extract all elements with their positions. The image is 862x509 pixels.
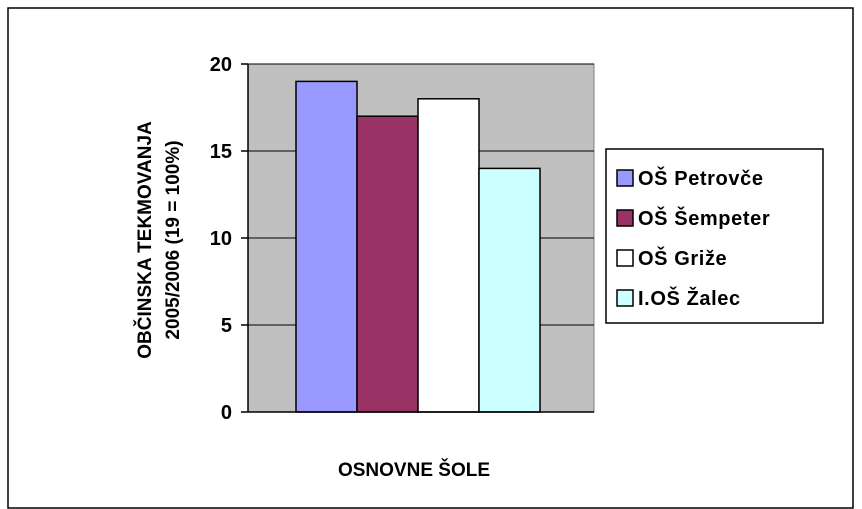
- bar-4: [478, 167, 541, 413]
- legend-swatch-3: [616, 249, 634, 267]
- y-tick-labels: 0 5 10 15 20: [210, 54, 232, 424]
- y-tick-label: 10: [210, 228, 232, 250]
- y-tick-label: 20: [210, 54, 232, 76]
- legend: OŠ Petrovče OŠ Šempeter OŠ Griže I.OŠ Žalec: [605, 148, 824, 324]
- y-axis-title-line1: OBČINSKA TEKMOVANJA: [134, 121, 156, 359]
- legend-swatch-2: [616, 209, 634, 227]
- legend-swatch-4: [616, 289, 634, 307]
- legend-label-2: OŠ Šempeter: [638, 206, 770, 230]
- legend-swatch-1: [616, 169, 634, 187]
- y-tick-label: 15: [210, 141, 232, 163]
- y-axis-title-line2: 2005/2006 (19 = 100%): [163, 140, 184, 339]
- y-tick-label: 0: [221, 402, 232, 424]
- legend-label-3: OŠ Griže: [638, 246, 727, 270]
- bars: [295, 80, 541, 413]
- legend-label-4: I.OŠ Žalec: [638, 286, 741, 310]
- y-tick-label: 5: [221, 315, 232, 337]
- x-axis-title: OSNOVNE ŠOLE: [338, 459, 490, 481]
- legend-label-1: OŠ Petrovče: [638, 166, 764, 190]
- y-ticks: [241, 63, 248, 413]
- bar-2: [356, 115, 419, 413]
- legend-box: [605, 148, 824, 324]
- legend-items: OŠ Petrovče OŠ Šempeter OŠ Griže I.OŠ Žalec: [616, 166, 770, 310]
- bar-3: [417, 98, 480, 413]
- bar-1: [295, 80, 358, 413]
